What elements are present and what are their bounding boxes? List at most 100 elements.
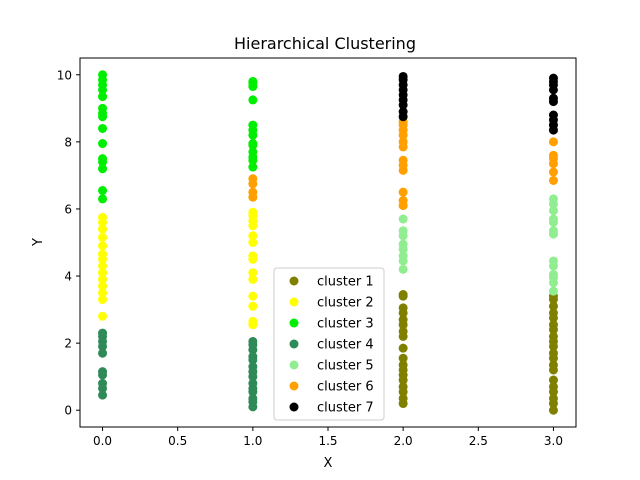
- legend-item: cluster 1: [289, 275, 374, 290]
- y-tick-label: 2: [64, 337, 72, 351]
- x-axis-ticks: 0.0 0.5 1.0 1.5 2.0 2.5 3.0: [93, 427, 563, 448]
- data-point: [398, 137, 408, 147]
- legend-marker: [289, 381, 299, 391]
- data-point: [248, 378, 258, 388]
- legend-item: cluster 2: [289, 296, 374, 311]
- data-point: [548, 175, 558, 185]
- data-point: [98, 348, 108, 358]
- data-point: [248, 207, 258, 217]
- data-point: [548, 150, 558, 160]
- legend-marker: [289, 402, 299, 412]
- legend-label: cluster 7: [317, 401, 374, 416]
- x-tick-label: 1.5: [318, 434, 337, 448]
- data-point: [248, 120, 258, 130]
- x-tick-label: 0.5: [168, 434, 187, 448]
- data-point: [398, 382, 408, 392]
- x-tick-label: 2.5: [469, 434, 488, 448]
- data-point: [98, 70, 108, 80]
- data-point: [98, 164, 108, 174]
- data-point: [548, 286, 558, 296]
- x-axis-label: X: [324, 456, 333, 471]
- data-point: [548, 73, 558, 83]
- data-point: [548, 331, 558, 341]
- legend-label: cluster 4: [317, 338, 374, 353]
- data-point: [548, 256, 558, 266]
- series-4: [98, 328, 258, 412]
- data-point: [248, 301, 258, 311]
- data-point: [548, 405, 558, 415]
- data-point: [398, 71, 408, 81]
- data-point: [98, 154, 108, 164]
- data-point: [548, 194, 558, 204]
- data-point: [548, 375, 558, 385]
- series-7: [398, 71, 558, 135]
- data-point: [98, 212, 108, 222]
- data-point: [98, 328, 108, 338]
- data-point: [98, 194, 108, 204]
- data-point: [548, 93, 558, 103]
- data-point: [548, 269, 558, 279]
- data-point: [398, 315, 408, 325]
- data-point: [98, 103, 108, 113]
- data-point: [98, 378, 108, 388]
- series-3: [98, 70, 258, 204]
- data-point: [98, 390, 108, 400]
- data-point: [98, 311, 108, 321]
- data-point: [248, 95, 258, 105]
- data-point: [248, 174, 258, 184]
- data-point: [398, 343, 408, 353]
- data-point: [98, 288, 108, 298]
- legend-item: cluster 6: [289, 380, 374, 395]
- legend-marker: [289, 360, 299, 370]
- legend: cluster 1 cluster 2 cluster 3 cluster 4 clus…: [273, 267, 385, 421]
- legend-item: cluster 5: [289, 359, 374, 374]
- legend-label: cluster 2: [317, 296, 374, 311]
- legend-box: [273, 267, 385, 421]
- x-tick-label: 1.0: [243, 434, 262, 448]
- legend-marker: [289, 297, 299, 307]
- series-6: [248, 117, 558, 211]
- data-point: [98, 139, 108, 149]
- series-1: [398, 290, 558, 415]
- data-point: [548, 382, 558, 392]
- x-tick-label: 2.0: [394, 434, 413, 448]
- data-point: [398, 187, 408, 197]
- legend-marker: [289, 339, 299, 349]
- data-point: [98, 274, 108, 284]
- legend-item: cluster 7: [289, 401, 374, 416]
- data-point: [248, 231, 258, 241]
- data-point: [98, 92, 108, 102]
- legend-label: cluster 5: [317, 359, 374, 374]
- data-point: [398, 239, 408, 249]
- data-point: [98, 186, 108, 195]
- data-point: [98, 281, 108, 291]
- legend-item: cluster 3: [289, 317, 374, 332]
- y-axis-ticks: 0 2 4 6 8 10: [57, 68, 80, 418]
- x-tick-label: 0.0: [93, 434, 112, 448]
- data-point: [398, 326, 408, 336]
- series-5: [398, 194, 558, 296]
- data-point: [248, 393, 258, 403]
- data-point: [398, 290, 408, 299]
- y-tick-label: 6: [64, 202, 72, 216]
- data-point: [248, 187, 258, 197]
- data-point: [548, 393, 558, 403]
- data-point: [548, 308, 558, 318]
- y-tick-label: 0: [64, 404, 72, 418]
- data-point: [398, 264, 408, 274]
- legend-label: cluster 3: [317, 317, 374, 332]
- chart-title: Hierarchical Clustering: [234, 34, 416, 53]
- data-point: [248, 352, 258, 362]
- data-point: [98, 268, 108, 278]
- data-point: [98, 232, 108, 242]
- data-point: [98, 295, 108, 305]
- data-point: [548, 320, 558, 330]
- legend-marker: [289, 318, 299, 328]
- data-point: [548, 167, 558, 177]
- data-point: [398, 155, 408, 165]
- data-point: [548, 348, 558, 358]
- data-point: [548, 360, 558, 370]
- x-tick-label: 3.0: [544, 434, 563, 448]
- legend-item: cluster 4: [289, 338, 374, 353]
